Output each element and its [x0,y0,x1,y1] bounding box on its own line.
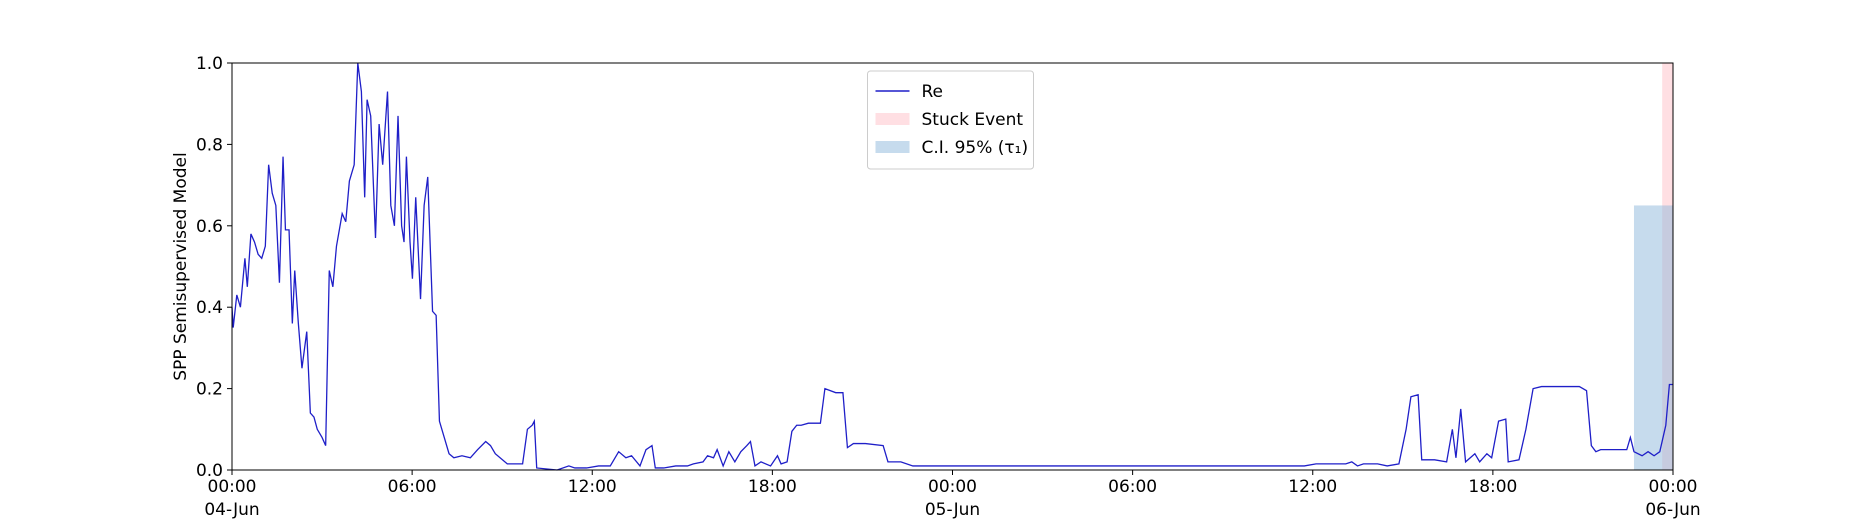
x-tick-label: 00:00 06-Jun [1645,477,1700,520]
y-axis-label: SPP Semisupervised Model [171,152,191,380]
x-tick-label: 18:00 [748,477,797,497]
x-tick-label: 00:00 05-Jun [925,477,980,520]
y-tick-label: 1.0 [196,54,223,74]
line [231,62,1673,471]
y-tick-label: 0.0 [196,461,223,481]
y-tick-label: 0.2 [196,380,223,400]
legend-label: Stuck Event [922,110,1024,130]
x-tick-label: 06:00 [1108,477,1157,497]
legend-label: Re [922,82,944,102]
x-tick-label: 18:00 [1468,477,1517,497]
x-tick-label: 06:00 [388,477,437,497]
y-tick-label: 0.8 [196,135,223,155]
legend-patch [875,113,910,125]
legend-patch [875,141,910,153]
legend-label: C.I. 95% (τ₁) [922,138,1029,158]
span [1633,205,1673,470]
x-tick-label: 12:00 [568,477,617,497]
x-tick-label: 12:00 [1288,477,1337,497]
y-tick-label: 0.6 [196,217,223,237]
y-tick-label: 0.4 [196,298,223,318]
